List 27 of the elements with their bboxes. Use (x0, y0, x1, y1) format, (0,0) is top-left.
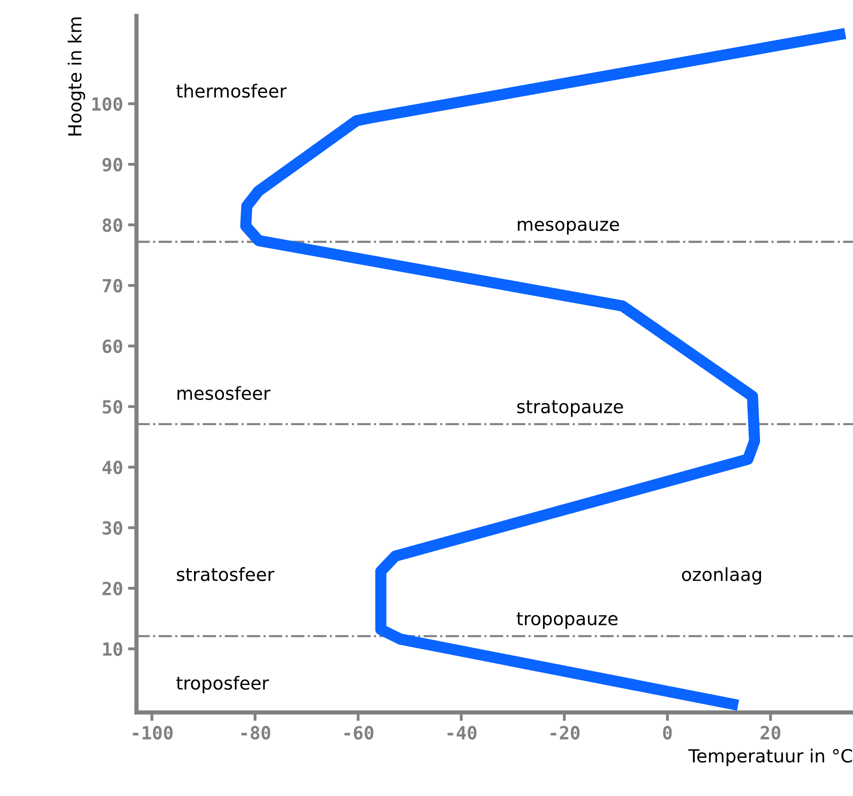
x-tick-label: -20 (550, 726, 580, 740)
annotation: troposfeer (176, 676, 269, 694)
ref-line-label: tropopauze (516, 612, 618, 629)
ref-line-label: mesopauze (518, 220, 619, 235)
x-tick-label: -40 (448, 726, 476, 740)
x-tick-label: -60 (344, 726, 374, 740)
y-tick-label: 40 (102, 460, 122, 474)
x-tick-label: 0 (663, 726, 672, 740)
y-tick-label: 50 (102, 400, 122, 414)
y-tick-label: 70 (102, 278, 122, 293)
x-tick-label: 20 (760, 726, 780, 740)
y-tick-label: 80 (102, 218, 122, 232)
annotation: ozonlaag (682, 567, 762, 585)
y-tick-label: 60 (102, 339, 122, 354)
y-tick-label: 90 (102, 158, 122, 172)
x-tick-label: -100 (132, 726, 173, 740)
ref-line-label: stratopauze (517, 400, 623, 417)
annotation: thermosfeer (176, 84, 287, 98)
annotation: stratosfeer (176, 567, 274, 582)
x-axis-title: Temperatuur in °C (688, 748, 852, 766)
y-axis-title: Hoogte in km (68, 17, 86, 136)
y-tick-label: 10 (103, 642, 122, 656)
y-tick-label: 20 (102, 582, 122, 596)
x-tick-label: -80 (241, 726, 270, 740)
y-tick-label: 100 (92, 97, 122, 111)
annotation: mesosfeer (178, 386, 270, 400)
y-tick-label: 30 (102, 521, 122, 535)
